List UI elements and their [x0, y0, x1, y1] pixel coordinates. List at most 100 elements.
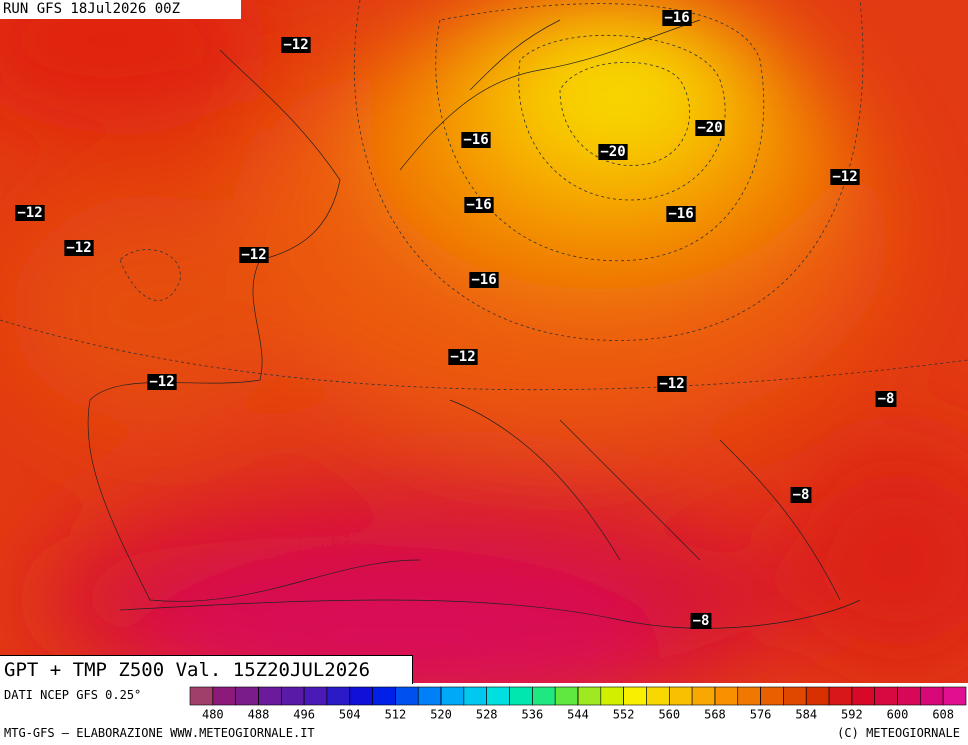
contour-label-box: [875, 391, 897, 407]
contour-label-box: [657, 376, 687, 392]
colorbar-swatch: [828, 686, 853, 706]
contour-label-text: −8: [693, 613, 710, 629]
contours: [0, 0, 968, 391]
colorbar-tick-label: 520: [430, 708, 452, 722]
colorbar-swatch: [760, 686, 784, 706]
contour-label-text: −20: [697, 120, 722, 136]
colorbar-tick-label: 552: [613, 708, 635, 722]
contour-label-text: −12: [832, 169, 857, 185]
colorbar-tick-label: 600: [887, 708, 909, 722]
colorbar-swatch: [805, 686, 830, 706]
contour-label-text: −12: [659, 376, 684, 392]
contour-label-box: [662, 10, 692, 26]
colorbar-swatch: [280, 686, 305, 706]
colorbar: 480 488 496 504 512 520 528 536 544 552 560 568 576 5…: [189, 686, 967, 722]
colorbar-swatch: [737, 686, 761, 706]
contour-label-box: [15, 205, 45, 221]
colorbar-tick-label: 568: [704, 708, 726, 722]
colorbar-swatch: [623, 686, 647, 706]
colorbar-swatch: [920, 686, 944, 706]
contour-label: −16: [666, 206, 696, 222]
contour-label: −8: [790, 487, 812, 503]
colorbar-swatch: [783, 686, 807, 706]
colorbar-swatch: [942, 686, 967, 706]
contour-label-box: [790, 487, 812, 503]
contour-label: −16: [469, 272, 499, 288]
contour-label: −12: [15, 205, 45, 221]
contour-label: −16: [662, 10, 692, 26]
colorbar-swatch: [646, 686, 670, 706]
colorbar-swatch: [554, 686, 579, 706]
contour-label: −20: [598, 144, 628, 160]
contour-label: −16: [464, 197, 494, 213]
contour-label-text: −16: [466, 197, 491, 213]
colorbar-swatch: [349, 686, 373, 706]
contour-label-text: −16: [471, 272, 496, 288]
colorbar-swatch: [691, 686, 716, 706]
contour-label-text: −16: [463, 132, 488, 148]
contour-label-box: [690, 613, 712, 629]
product-title: GPT + TMP Z500 Val. 15Z20JUL2026: [0, 655, 413, 684]
contour-label-box: [695, 120, 725, 136]
contour-label: −8: [690, 613, 712, 629]
coastlines: [87, 19, 861, 629]
contour-label-box: [281, 37, 311, 53]
colorbar-swatch: [303, 686, 328, 706]
contour-label: −20: [695, 120, 725, 136]
contour-label: −12: [239, 247, 269, 263]
contour-label-text: −12: [66, 240, 91, 256]
colorbar-swatch: [326, 686, 351, 706]
colorbar-swatch: [212, 686, 236, 706]
contour-label: −12: [64, 240, 94, 256]
contour-label: −12: [281, 37, 311, 53]
contour-label-text: −16: [664, 10, 689, 26]
colorbar-tick-label: 544: [567, 708, 589, 722]
contour-label: −12: [147, 374, 177, 390]
colorbar-swatch: [395, 686, 419, 706]
colorbar-swatch: [851, 686, 876, 706]
colorbar-tick-label: 560: [658, 708, 680, 722]
colorbar-swatch: [714, 686, 739, 706]
colorbar-swatch: [372, 686, 396, 706]
contour-label: −12: [830, 169, 860, 185]
colorbar-tick-label: 576: [750, 708, 772, 722]
colorbar-swatch: [897, 686, 921, 706]
colorbar-swatch: [440, 686, 465, 706]
colorbar-swatch: [486, 686, 510, 706]
contour-label-text: −12: [17, 205, 42, 221]
colorbar-tick-label: 608: [932, 708, 954, 722]
field-shading: [0, 0, 968, 683]
contour-label-box: [64, 240, 94, 256]
copyright-text: (C) METEOGIORNALE: [837, 726, 960, 740]
colorbar-tick-label: 536: [522, 708, 544, 722]
colorbar-tick-label: 488: [248, 708, 270, 722]
contour-label: −16: [461, 132, 491, 148]
contour-label-box: [469, 272, 499, 288]
contour-labels: −16 −12 −16 −20 −20 −12 −12 −16 −16 −12 −12 −16 −12 −…: [15, 10, 897, 629]
map: −16 −12 −16 −20 −20 −12 −12 −16 −16 −12 −12 −16 −12 −…: [0, 0, 968, 683]
colorbar-swatch: [509, 686, 533, 706]
contour-label-text: −8: [793, 487, 810, 503]
colorbar-swatch: [600, 686, 624, 706]
contour-label-text: −12: [283, 37, 308, 53]
contour-label-text: −12: [241, 247, 266, 263]
contour-label-box: [830, 169, 860, 185]
colorbar-tick-label: 480: [202, 708, 224, 722]
contour-label: −12: [448, 349, 478, 365]
contour-label-box: [448, 349, 478, 365]
contour-label-text: −16: [668, 206, 693, 222]
credit-text: MTG-GFS — ELABORAZIONE WWW.METEOGIORNALE…: [4, 726, 315, 740]
contour-label-box: [464, 197, 494, 213]
contour-label-text: −12: [149, 374, 174, 390]
colorbar-tick-label: 512: [385, 708, 407, 722]
colorbar-swatch: [668, 686, 693, 706]
colorbar-tick-label: 504: [339, 708, 361, 722]
contour-label-box: [239, 247, 269, 263]
contour-label-text: −8: [878, 391, 895, 407]
colorbar-tick-label: 496: [293, 708, 315, 722]
colorbar-swatch: [417, 686, 442, 706]
contour-label-box: [598, 144, 628, 160]
contour-label-box: [666, 206, 696, 222]
colorbar-swatch: [577, 686, 602, 706]
colorbar-swatch: [463, 686, 488, 706]
